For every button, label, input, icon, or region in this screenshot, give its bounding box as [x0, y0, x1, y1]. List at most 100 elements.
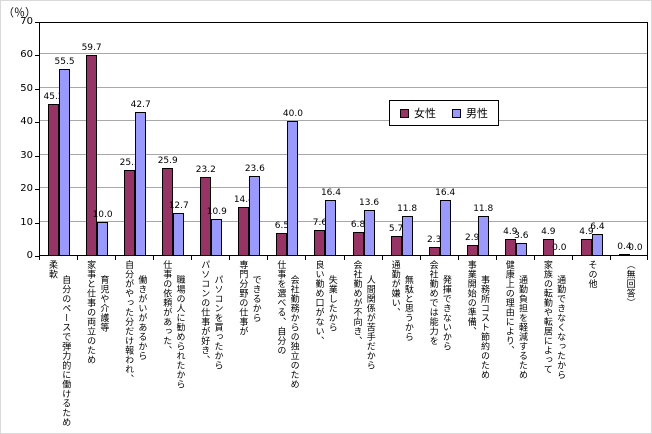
bar-value-label: 6.4	[590, 221, 605, 232]
x-axis-tick-mark	[305, 256, 307, 260]
x-axis-tick-mark	[419, 256, 421, 260]
y-axis-tick-mark	[35, 122, 39, 124]
y-axis-tick-mark	[35, 155, 39, 157]
bar-value-label: 5.7	[388, 223, 404, 234]
bar-value-label: 11.8	[397, 203, 418, 214]
bar-value-label: 6.5	[274, 221, 290, 232]
bar-male	[173, 212, 185, 255]
plot-area: 45.2 55.5 59.7 10.0 25.3 42.7 25.9 12.7 23.2 10.9…	[39, 22, 648, 256]
x-category-label: 自分がやった分だけ報われ、 働きがいがあるから	[115, 260, 153, 433]
x-category-label-line: パソコンを買ったから	[212, 275, 223, 370]
bar-value-label: 16.4	[320, 188, 341, 199]
bar-value-label: 0.0	[552, 243, 567, 253]
bar-value-label: 16.4	[435, 188, 456, 199]
x-category-label: （無回答）	[610, 260, 648, 433]
bar-male	[591, 233, 603, 255]
x-category-label: 良い勤め口がない、 失業したから	[305, 260, 343, 433]
y-axis-tick-mark	[35, 55, 39, 57]
y-axis-tick-label: 40	[20, 116, 33, 128]
bar-value-label: 2.9	[465, 233, 480, 244]
bar-value-label: 25.3	[119, 158, 140, 169]
y-axis-tick-mark	[35, 256, 39, 257]
bar-male	[211, 218, 223, 255]
x-axis-tick-mark	[457, 256, 459, 260]
bar-value-label: 2.3	[426, 235, 442, 246]
x-category-label-line: 家族の転勤や転居によって	[541, 260, 552, 374]
bar-value-label: 4.9	[503, 226, 518, 237]
x-category-label-line: その他	[586, 260, 597, 289]
bar-female	[352, 232, 364, 255]
bar-value-label: 0.4	[617, 241, 632, 252]
bar-value-label: 4.9	[579, 226, 594, 237]
bar-value-label: 40.0	[282, 109, 303, 120]
x-category-label-line: 事業開始の準備、	[465, 260, 476, 336]
bar-female	[162, 168, 174, 255]
x-axis-tick-mark	[609, 256, 611, 260]
bar-male	[287, 121, 299, 255]
x-category-label-line: 会社勤務からの独立のため	[288, 275, 299, 389]
bar-value-label: 4.9	[541, 226, 556, 237]
x-category-label-line: 通勤負担を軽減するため	[517, 275, 528, 380]
bar-male	[135, 112, 147, 255]
bar-male	[477, 215, 489, 255]
bar-value-label: 42.7	[130, 100, 151, 111]
x-category-label-line: 自分がやった分だけ報われ、	[123, 260, 134, 384]
bar-value-label: 0.0	[628, 243, 643, 253]
x-axis-tick-mark	[533, 256, 535, 260]
bar-value-label: 12.7	[168, 200, 189, 211]
x-axis-tick-mark	[647, 256, 648, 260]
x-axis-tick-mark	[571, 256, 573, 260]
x-category-label: 仕事を選べる、自分の 会社勤務からの独立のため	[267, 260, 305, 433]
bar-value-label: 55.5	[54, 57, 75, 68]
legend-label-female: 女性	[414, 107, 436, 120]
y-axis-tick-label: 30	[20, 149, 33, 161]
x-axis-tick-mark	[153, 256, 155, 260]
x-category-label: パソコンの仕事が好き、 パソコンを買ったから	[191, 260, 229, 433]
x-category-label: 専門分野の仕事が できるから	[229, 260, 267, 433]
x-category-label-line: 自分のペースで弾力的に働けるため	[60, 275, 71, 427]
x-axis-tick-mark	[115, 256, 117, 260]
y-axis-unit-label: （％）	[3, 6, 36, 19]
x-category-label-line: パソコンの仕事が好き、	[199, 260, 210, 365]
x-axis-tick-mark	[77, 256, 79, 260]
bar-female	[48, 103, 60, 255]
x-category-label-line: 仕事を選べる、自分の	[275, 260, 286, 355]
x-axis-tick-mark	[267, 256, 269, 260]
legend-swatch-male-icon	[452, 108, 461, 118]
bar-value-label: 45.2	[43, 91, 64, 102]
x-category-label-line: 会社勤めが不向き、	[351, 260, 362, 346]
legend-item-female: 女性	[400, 105, 436, 121]
bar-value-label: 14.4	[233, 194, 254, 205]
bar-value-label: 6.8	[350, 220, 366, 231]
bar-value-label: 11.8	[473, 203, 494, 214]
y-axis-tick-mark	[35, 22, 39, 23]
legend-item-male: 男性	[452, 105, 488, 121]
bar-female	[314, 229, 326, 255]
legend: 女性 男性	[389, 100, 499, 126]
x-axis-tick-mark	[229, 256, 231, 260]
x-category-label-line: 無駄と思うから	[402, 275, 413, 342]
x-category-label-line: 仕事の依頼があった、	[161, 260, 172, 355]
gridline	[40, 53, 647, 55]
x-category-label: 家事と仕事の両立のため 育児や介護等	[77, 260, 115, 433]
x-axis-labels: 柔軟 自分のペースで弾力的に働けるため 家事と仕事の両立のため 育児や介護等 自分がやっ…	[39, 260, 648, 433]
gridline	[40, 153, 647, 155]
bar-male	[97, 221, 109, 255]
y-axis-tick-label: 60	[20, 49, 33, 61]
x-category-label: 仕事の依頼があった、 職場の人に勧められたから	[153, 260, 191, 433]
gridline	[40, 220, 647, 222]
bar-value-label: 10.0	[92, 209, 113, 220]
x-category-label: その他	[572, 260, 610, 433]
y-axis-tick-label: 0	[26, 250, 33, 261]
bar-male	[401, 215, 413, 255]
bar-female	[428, 247, 440, 255]
x-category-label-line: 家事と仕事の両立のため	[85, 260, 96, 365]
bar-female	[390, 235, 402, 255]
bar-value-label: 3.6	[514, 230, 529, 241]
bar-male	[249, 176, 261, 255]
legend-swatch-female-icon	[400, 108, 409, 118]
x-category-label-line: 働きがいがあるから	[136, 275, 147, 361]
bar-female	[542, 238, 554, 255]
x-category-label: 通勤が嫌い、 無駄と思うから	[382, 260, 420, 433]
